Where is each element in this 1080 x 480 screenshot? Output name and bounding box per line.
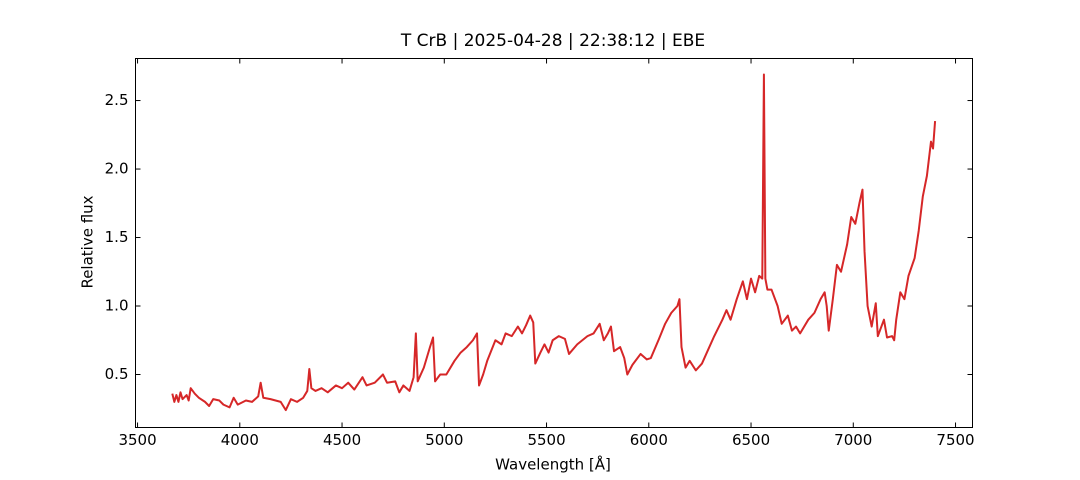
spectrum-line [171,73,937,412]
x-tick-label: 6000 [630,431,668,449]
x-tick-label: 4500 [323,431,361,449]
x-tick-label: 7500 [936,431,974,449]
x-tick-label: 5000 [425,431,463,449]
y-tick-label: 1.0 [105,297,129,315]
x-axis-label: Wavelength [Å] [495,455,611,474]
x-tick-label: 6500 [732,431,770,449]
y-tick-label: 1.5 [105,228,129,246]
plot-frame [135,58,973,428]
chart-title: T CrB | 2025-04-28 | 22:38:12 | EBE [400,31,705,51]
y-tick-label: 0.5 [105,365,129,383]
x-tick-label: 7000 [834,431,872,449]
x-tick-label: 3500 [118,431,156,449]
y-tick-label: 2.0 [105,160,129,178]
x-tick-label: 5500 [527,431,565,449]
y-tick-label: 2.5 [105,91,129,109]
y-axis-label: Relative flux [79,195,97,288]
x-tick-label: 4000 [221,431,259,449]
